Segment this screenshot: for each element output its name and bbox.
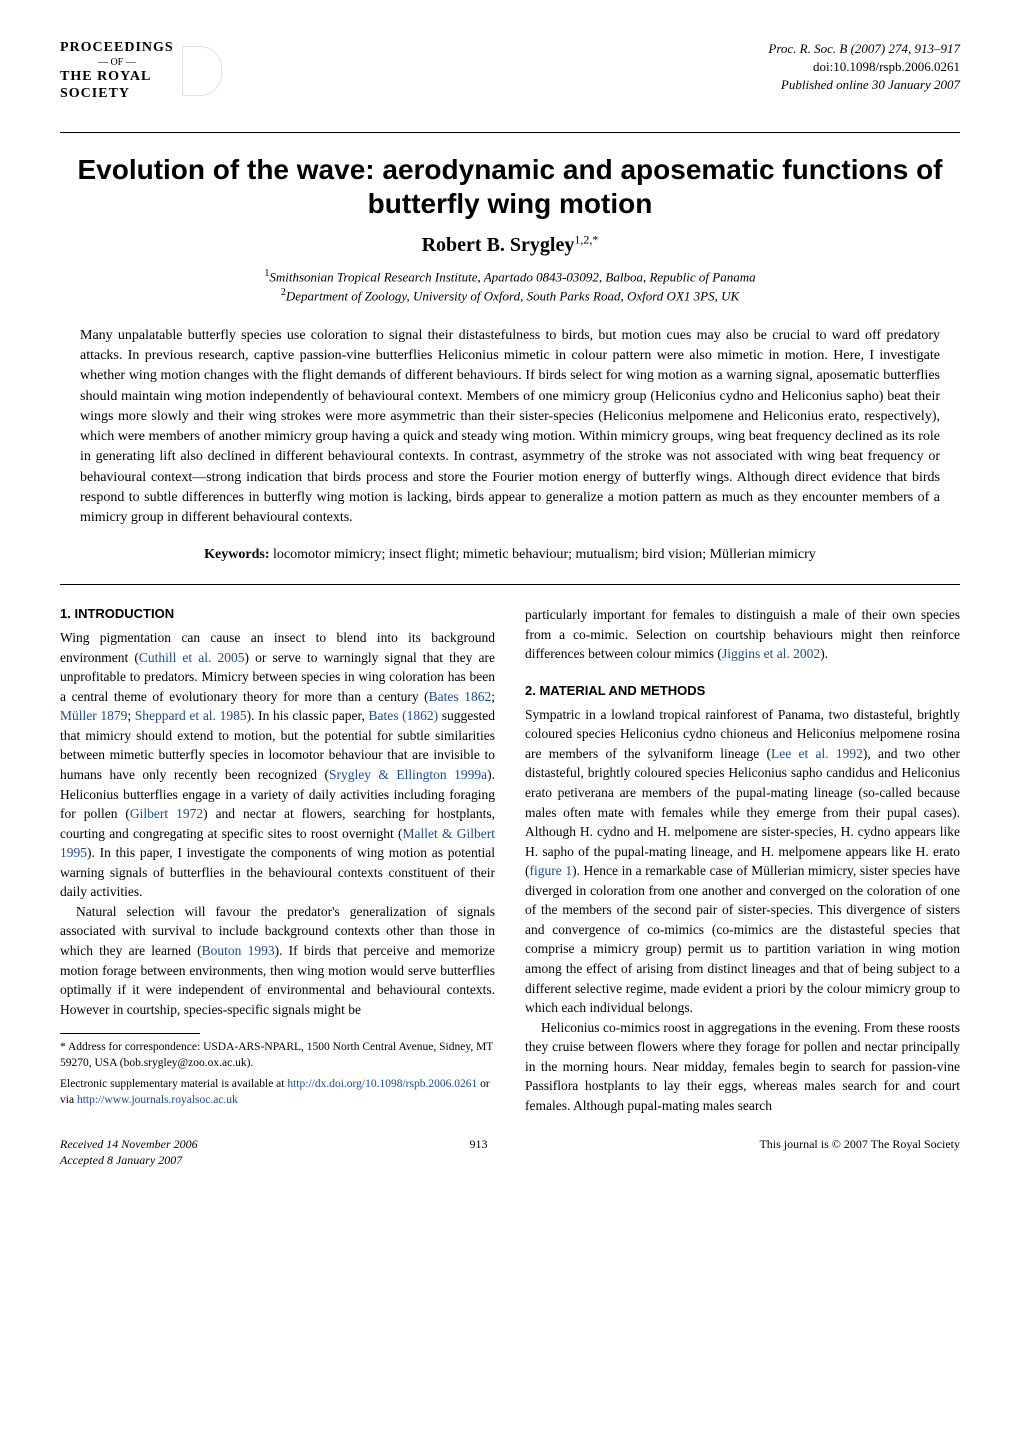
citation-link[interactable]: Gilbert 1972 [130,806,203,821]
divider [60,132,960,133]
page-footer: Received 14 November 2006 Accepted 8 Jan… [60,1136,960,1170]
keywords-text: locomotor mimicry; insect flight; mimeti… [273,547,816,562]
methods-p1: Sympatric in a lowland tropical rainfore… [525,705,960,1018]
citation-link[interactable]: Bates (1862) [368,708,438,723]
keywords-label: Keywords: [204,547,269,562]
doi-link[interactable]: http://dx.doi.org/10.1098/rspb.2006.0261 [287,1078,477,1090]
journal-citation: Proc. R. Soc. B (2007) 274, 913–917 [768,40,960,58]
intro-p1: Wing pigmentation can cause an insect to… [60,628,495,902]
page-number: 913 [470,1136,488,1170]
journal-published: Published online 30 January 2007 [768,76,960,94]
methods-heading: 2. MATERIAL AND METHODS [525,682,960,701]
intro-p2-cont: particularly important for females to di… [525,605,960,664]
methods-p2: Heliconius co-mimics roost in aggregatio… [525,1018,960,1116]
body-columns: 1. INTRODUCTION Wing pigmentation can ca… [60,605,960,1115]
correspondence-footnote: * Address for correspondence: USDA-ARS-N… [60,1040,495,1071]
copyright: This journal is © 2007 The Royal Society [759,1136,960,1170]
citation-link[interactable]: Lee et al. 1992 [771,746,863,761]
supplementary-footnote: Electronic supplementary material is ava… [60,1077,495,1108]
accepted-date: Accepted 8 January 2007 [60,1152,198,1169]
citation-link[interactable]: Bouton 1993 [202,943,275,958]
royal-society-icon [182,46,222,96]
journal-logo: PROCEEDINGS — OF — THE ROYAL SOCIETY [60,40,222,102]
logo-line4: SOCIETY [60,86,174,103]
citation-link[interactable]: Jiggins et al. 2002 [722,646,820,661]
header: PROCEEDINGS — OF — THE ROYAL SOCIETY Pro… [60,40,960,102]
keywords: Keywords: locomotor mimicry; insect flig… [60,545,960,565]
journal-link[interactable]: http://www.journals.royalsoc.ac.uk [77,1094,238,1106]
figure-link[interactable]: figure 1 [530,863,573,878]
footnote-separator [60,1033,200,1034]
logo-line2: — OF — [60,57,174,69]
aff1: Smithsonian Tropical Research Institute,… [269,269,755,284]
citation-link[interactable]: Müller 1879 [60,708,127,723]
citation-link[interactable]: Bates 1862 [429,689,492,704]
logo-line3: THE ROYAL [60,69,174,86]
citation-link[interactable]: Sheppard et al. 1985 [135,708,247,723]
affiliations: 1Smithsonian Tropical Research Institute… [60,267,960,306]
journal-doi: doi:10.1098/rspb.2006.0261 [768,58,960,76]
logo-text: PROCEEDINGS — OF — THE ROYAL SOCIETY [60,40,174,102]
citation-link[interactable]: Cuthill et al. 2005 [139,650,245,665]
citation-link[interactable]: Srygley & Ellington 1999a [329,767,487,782]
left-column: 1. INTRODUCTION Wing pigmentation can ca… [60,605,495,1115]
right-column: particularly important for females to di… [525,605,960,1115]
intro-p2: Natural selection will favour the predat… [60,902,495,1019]
footer-dates: Received 14 November 2006 Accepted 8 Jan… [60,1136,198,1170]
article-title: Evolution of the wave: aerodynamic and a… [60,153,960,220]
received-date: Received 14 November 2006 [60,1136,198,1153]
author-sup: 1,2,* [574,232,598,246]
aff2: Department of Zoology, University of Oxf… [286,288,739,303]
author-name: Robert B. Srygley [422,234,575,256]
intro-heading: 1. INTRODUCTION [60,605,495,624]
abstract: Many unpalatable butterfly species use c… [80,326,940,529]
logo-line1: PROCEEDINGS [60,40,174,57]
author-line: Robert B. Srygley1,2,* [60,231,960,259]
journal-info: Proc. R. Soc. B (2007) 274, 913–917 doi:… [768,40,960,95]
divider [60,584,960,585]
